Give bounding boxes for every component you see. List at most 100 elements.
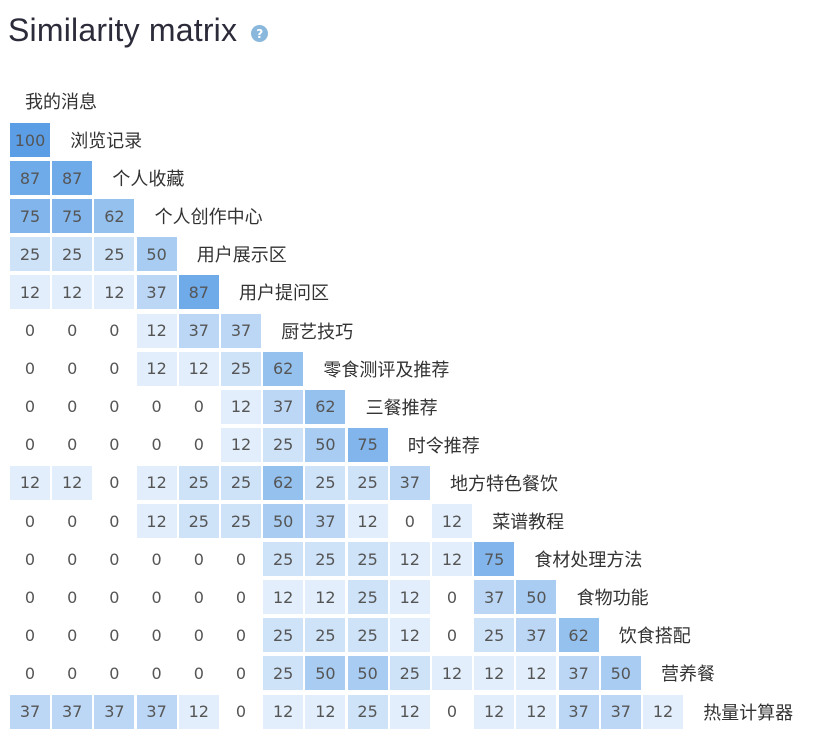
- matrix-cell-13-0: 0: [10, 618, 50, 653]
- matrix-cell-13-2: 0: [94, 618, 135, 653]
- matrix-cell-12-4: 0: [178, 580, 219, 615]
- matrix-cell-11-1: 0: [52, 542, 93, 577]
- matrix-cell-7-3: 0: [136, 389, 177, 424]
- matrix-cell-15-14: 37: [600, 694, 641, 729]
- matrix-label-3: 个人创作中心: [154, 207, 263, 229]
- matrix-label-2: 个人收藏: [112, 169, 185, 191]
- matrix-cell-5-3: 12: [136, 313, 177, 348]
- matrix-cell-5-5: 37: [221, 313, 261, 348]
- matrix-cell-7-7: 62: [305, 389, 346, 424]
- matrix-cell-9-5: 25: [221, 465, 261, 500]
- matrix-cell-10-7: 37: [305, 504, 346, 538]
- help-icon[interactable]: ?: [251, 25, 269, 42]
- matrix-cell-15-9: 12: [389, 694, 430, 729]
- matrix-cell-14-7: 50: [305, 656, 346, 691]
- matrix-cell-10-4: 25: [178, 504, 219, 538]
- matrix-cell-15-5: 0: [221, 694, 261, 729]
- matrix-cell-11-2: 0: [94, 542, 135, 577]
- matrix-cell-11-6: 25: [263, 542, 304, 577]
- matrix-cell-12-9: 12: [389, 580, 430, 615]
- matrix-cell-7-6: 37: [263, 389, 304, 424]
- matrix-cell-13-8: 25: [347, 618, 388, 653]
- matrix-cell-6-4: 12: [178, 351, 219, 386]
- matrix-cell-3-0: 25: [10, 237, 50, 272]
- matrix-label-5: 用户提问区: [239, 283, 329, 305]
- matrix-label-12: 食材处理方法: [534, 550, 643, 572]
- matrix-cell-10-8: 12: [347, 504, 388, 538]
- matrix-cell-12-5: 0: [221, 580, 261, 615]
- matrix-cell-7-5: 12: [221, 389, 261, 424]
- matrix-cell-15-7: 12: [305, 694, 346, 729]
- matrix-cell-13-13: 62: [558, 618, 599, 653]
- matrix-cell-10-1: 0: [52, 504, 93, 538]
- matrix-cell-9-1: 12: [52, 465, 93, 500]
- matrix-cell-8-4: 0: [178, 427, 219, 462]
- matrix-cell-13-6: 25: [263, 618, 304, 653]
- matrix-cell-11-7: 25: [305, 542, 346, 577]
- matrix-cell-5-4: 37: [178, 313, 219, 348]
- matrix-cell-8-5: 12: [221, 427, 261, 462]
- matrix-cell-14-1: 0: [52, 656, 93, 691]
- matrix-cell-8-7: 50: [305, 427, 346, 462]
- matrix-cell-1-0: 87: [10, 161, 50, 196]
- matrix-cell-3-2: 25: [94, 237, 135, 272]
- matrix-cell-4-4: 87: [178, 275, 219, 310]
- matrix-cell-13-10: 0: [432, 618, 472, 653]
- matrix-cell-7-2: 0: [94, 389, 135, 424]
- matrix-cell-2-0: 75: [10, 199, 50, 234]
- matrix-label-6: 厨艺技巧: [281, 321, 354, 343]
- matrix-label-10: 地方特色餐饮: [450, 473, 558, 495]
- matrix-label-4: 用户展示区: [196, 245, 287, 267]
- matrix-cell-6-2: 0: [94, 351, 135, 386]
- matrix-cell-15-8: 25: [347, 694, 388, 729]
- matrix-cell-4-2: 12: [94, 275, 135, 310]
- matrix-label-9: 时令推荐: [407, 435, 480, 457]
- matrix-cell-5-2: 0: [94, 313, 135, 348]
- matrix-label-14: 饮食搭配: [618, 626, 691, 648]
- matrix-cell-7-4: 0: [178, 389, 219, 424]
- matrix-cell-9-7: 25: [305, 465, 346, 500]
- matrix-cell-9-3: 12: [136, 465, 177, 500]
- matrix-cell-2-2: 62: [94, 199, 135, 234]
- matrix-cell-15-10: 0: [432, 694, 472, 729]
- matrix-cell-12-2: 0: [94, 580, 135, 615]
- chart-header: Similarity matrix ?: [8, 12, 269, 49]
- matrix-cell-3-3: 50: [136, 237, 177, 272]
- matrix-cell-12-0: 0: [10, 580, 50, 615]
- matrix-cell-10-9: 0: [389, 504, 430, 538]
- matrix-cell-11-0: 0: [10, 542, 50, 577]
- matrix-cell-15-0: 37: [10, 694, 50, 729]
- matrix-cell-10-6: 50: [263, 504, 304, 538]
- matrix-cell-12-8: 25: [347, 580, 388, 615]
- matrix-cell-14-10: 12: [432, 656, 472, 691]
- matrix-cell-8-6: 25: [263, 427, 304, 462]
- matrix-cell-12-1: 0: [52, 580, 93, 615]
- matrix-cell-12-7: 12: [305, 580, 346, 615]
- matrix-label-16: 热量计算器: [703, 702, 794, 724]
- matrix-cell-4-3: 37: [136, 275, 177, 310]
- matrix-cell-13-11: 25: [474, 618, 515, 653]
- matrix-cell-13-5: 0: [221, 618, 261, 653]
- matrix-cell-5-0: 0: [10, 313, 50, 348]
- matrix-cell-4-1: 12: [52, 275, 93, 310]
- matrix-cell-15-1: 37: [52, 694, 93, 729]
- matrix-label-0: 我的消息: [25, 91, 97, 113]
- matrix-cell-9-0: 12: [10, 465, 50, 500]
- matrix-cell-15-12: 12: [516, 694, 557, 729]
- matrix-cell-13-9: 12: [389, 618, 430, 653]
- matrix-cell-8-2: 0: [94, 427, 135, 462]
- matrix-cell-14-6: 25: [263, 656, 304, 691]
- matrix-cell-15-15: 12: [643, 694, 683, 729]
- matrix-cell-8-8: 75: [347, 427, 388, 462]
- matrix-cell-15-3: 37: [136, 694, 177, 729]
- matrix-cell-15-11: 12: [474, 694, 515, 729]
- matrix-cell-2-1: 75: [52, 199, 93, 234]
- matrix-label-8: 三餐推荐: [365, 397, 438, 419]
- matrix-cell-12-6: 12: [263, 580, 304, 615]
- matrix-cell-6-0: 0: [10, 351, 50, 386]
- matrix-cell-10-10: 12: [432, 504, 472, 538]
- matrix-cell-10-0: 0: [10, 504, 50, 538]
- matrix-cell-6-1: 0: [52, 351, 93, 386]
- matrix-cell-7-1: 0: [52, 389, 93, 424]
